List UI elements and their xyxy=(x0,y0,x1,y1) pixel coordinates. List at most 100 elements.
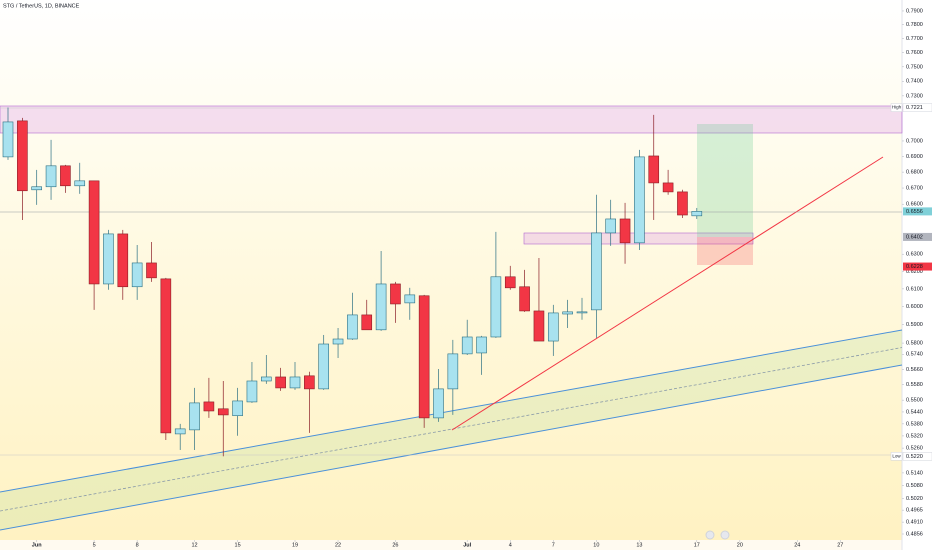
y-tick-label: 0.6300 xyxy=(906,252,923,258)
candle-body xyxy=(677,191,688,216)
x-tick-label: 27 xyxy=(837,542,843,548)
candle-body xyxy=(2,121,14,158)
x-tick-label: 17 xyxy=(694,542,700,548)
candle-body xyxy=(504,276,516,289)
candle-body xyxy=(691,211,703,217)
candle-body xyxy=(232,400,243,417)
y-tick-label: 0.5320 xyxy=(906,433,923,439)
y-tick-label: 0.7000 xyxy=(906,138,923,144)
candle-body xyxy=(390,283,401,305)
candle-body xyxy=(60,165,71,187)
candle-body xyxy=(662,182,674,193)
candle-body xyxy=(533,310,545,342)
price-tag-label: 0.5220 xyxy=(906,454,923,460)
supply-zone xyxy=(0,105,903,134)
candle-body xyxy=(490,276,502,338)
y-tick-label: 0.7500 xyxy=(906,64,923,70)
x-tick-label: 12 xyxy=(191,542,197,548)
y-tick-label: 0.5020 xyxy=(906,496,923,502)
y-tick-label: 0.5500 xyxy=(906,398,923,404)
x-tick-label: 8 xyxy=(136,542,139,548)
price-tag xyxy=(902,452,932,461)
candle-body xyxy=(260,376,272,382)
x-tick-label: 7 xyxy=(552,542,555,548)
y-tick-label: 0.6600 xyxy=(906,202,923,208)
candle-body xyxy=(634,156,645,244)
candle-body xyxy=(289,376,301,389)
x-tick-label: 15 xyxy=(235,542,241,548)
price-tag xyxy=(902,103,932,112)
x-tick-label: 26 xyxy=(392,542,398,548)
y-tick-label: 0.4910 xyxy=(906,520,923,526)
x-tick-label: 24 xyxy=(794,542,800,548)
candle-body xyxy=(246,380,258,403)
candle-body xyxy=(433,388,444,419)
x-tick-label: 19 xyxy=(292,542,298,548)
event-icon xyxy=(705,530,715,540)
time-axis-background xyxy=(0,540,902,550)
price-tag-name: High xyxy=(892,105,902,110)
price-tag xyxy=(903,232,932,241)
candle-body xyxy=(547,312,559,342)
y-tick-label: 0.6700 xyxy=(906,185,923,191)
y-tick-label: 0.7400 xyxy=(906,79,923,85)
y-tick-label: 0.5740 xyxy=(906,352,923,358)
y-tick-label: 0.6000 xyxy=(906,304,923,310)
candle-body xyxy=(146,262,157,279)
x-tick-label: Jun xyxy=(32,542,42,548)
candle-body xyxy=(88,180,100,285)
candle-body xyxy=(447,353,459,390)
candle-body xyxy=(74,180,86,187)
y-tick-label: 0.7800 xyxy=(906,22,923,28)
y-tick-label: 0.5080 xyxy=(906,483,923,489)
channel-upper xyxy=(0,329,903,493)
candle-body xyxy=(562,311,573,315)
channel-fill xyxy=(0,330,902,530)
y-tick-label: 0.5260 xyxy=(906,446,923,452)
price-tag-name-box xyxy=(890,452,903,461)
candle-body xyxy=(160,278,172,434)
y-tick-label: 0.5660 xyxy=(906,367,923,373)
candle-body xyxy=(576,311,588,314)
candle-body xyxy=(519,286,530,312)
candle-body xyxy=(117,233,129,288)
price-tag xyxy=(903,262,932,271)
y-tick-label: 0.7900 xyxy=(906,8,923,14)
candle-body xyxy=(45,165,57,188)
y-tick-label: 0.5800 xyxy=(906,341,923,347)
candle-body xyxy=(217,408,229,416)
candle-body xyxy=(461,336,473,355)
y-tick-label: 0.7600 xyxy=(906,50,923,56)
candle-body xyxy=(404,294,416,304)
price-tag xyxy=(903,207,932,216)
candle-body xyxy=(361,314,373,331)
candle-body xyxy=(131,262,143,288)
y-tick-label: 0.4856 xyxy=(906,531,923,537)
candle-body xyxy=(189,402,200,431)
x-tick-label: 5 xyxy=(93,542,96,548)
price-tag-name-box xyxy=(890,103,903,112)
stop-box xyxy=(697,237,753,265)
candle-body xyxy=(103,233,114,285)
x-tick-label: 4 xyxy=(509,542,512,548)
y-tick-label: 0.6100 xyxy=(906,286,923,292)
y-tick-label: 0.7700 xyxy=(906,36,923,42)
price-tag-label: 0.7221 xyxy=(906,105,923,111)
x-tick-label: 22 xyxy=(335,542,341,548)
price-tag-label: 0.6402 xyxy=(906,234,923,240)
y-tick-label: 0.5580 xyxy=(906,382,923,388)
candle-body xyxy=(17,120,28,192)
x-tick-label: 13 xyxy=(636,542,642,548)
price-tag-name: Low xyxy=(892,454,901,459)
candle-body xyxy=(174,428,186,435)
y-tick-label: 0.5440 xyxy=(906,409,923,415)
candle-body xyxy=(418,295,430,419)
chart-title: STG / TetherUS, 1D, BINANCE xyxy=(3,3,80,9)
candle-body xyxy=(648,155,660,184)
candle-body xyxy=(203,401,215,412)
candle-body xyxy=(605,218,617,234)
x-tick-label: 10 xyxy=(593,542,599,548)
channel-lower xyxy=(0,364,903,531)
x-tick-label: Jul xyxy=(463,542,471,548)
